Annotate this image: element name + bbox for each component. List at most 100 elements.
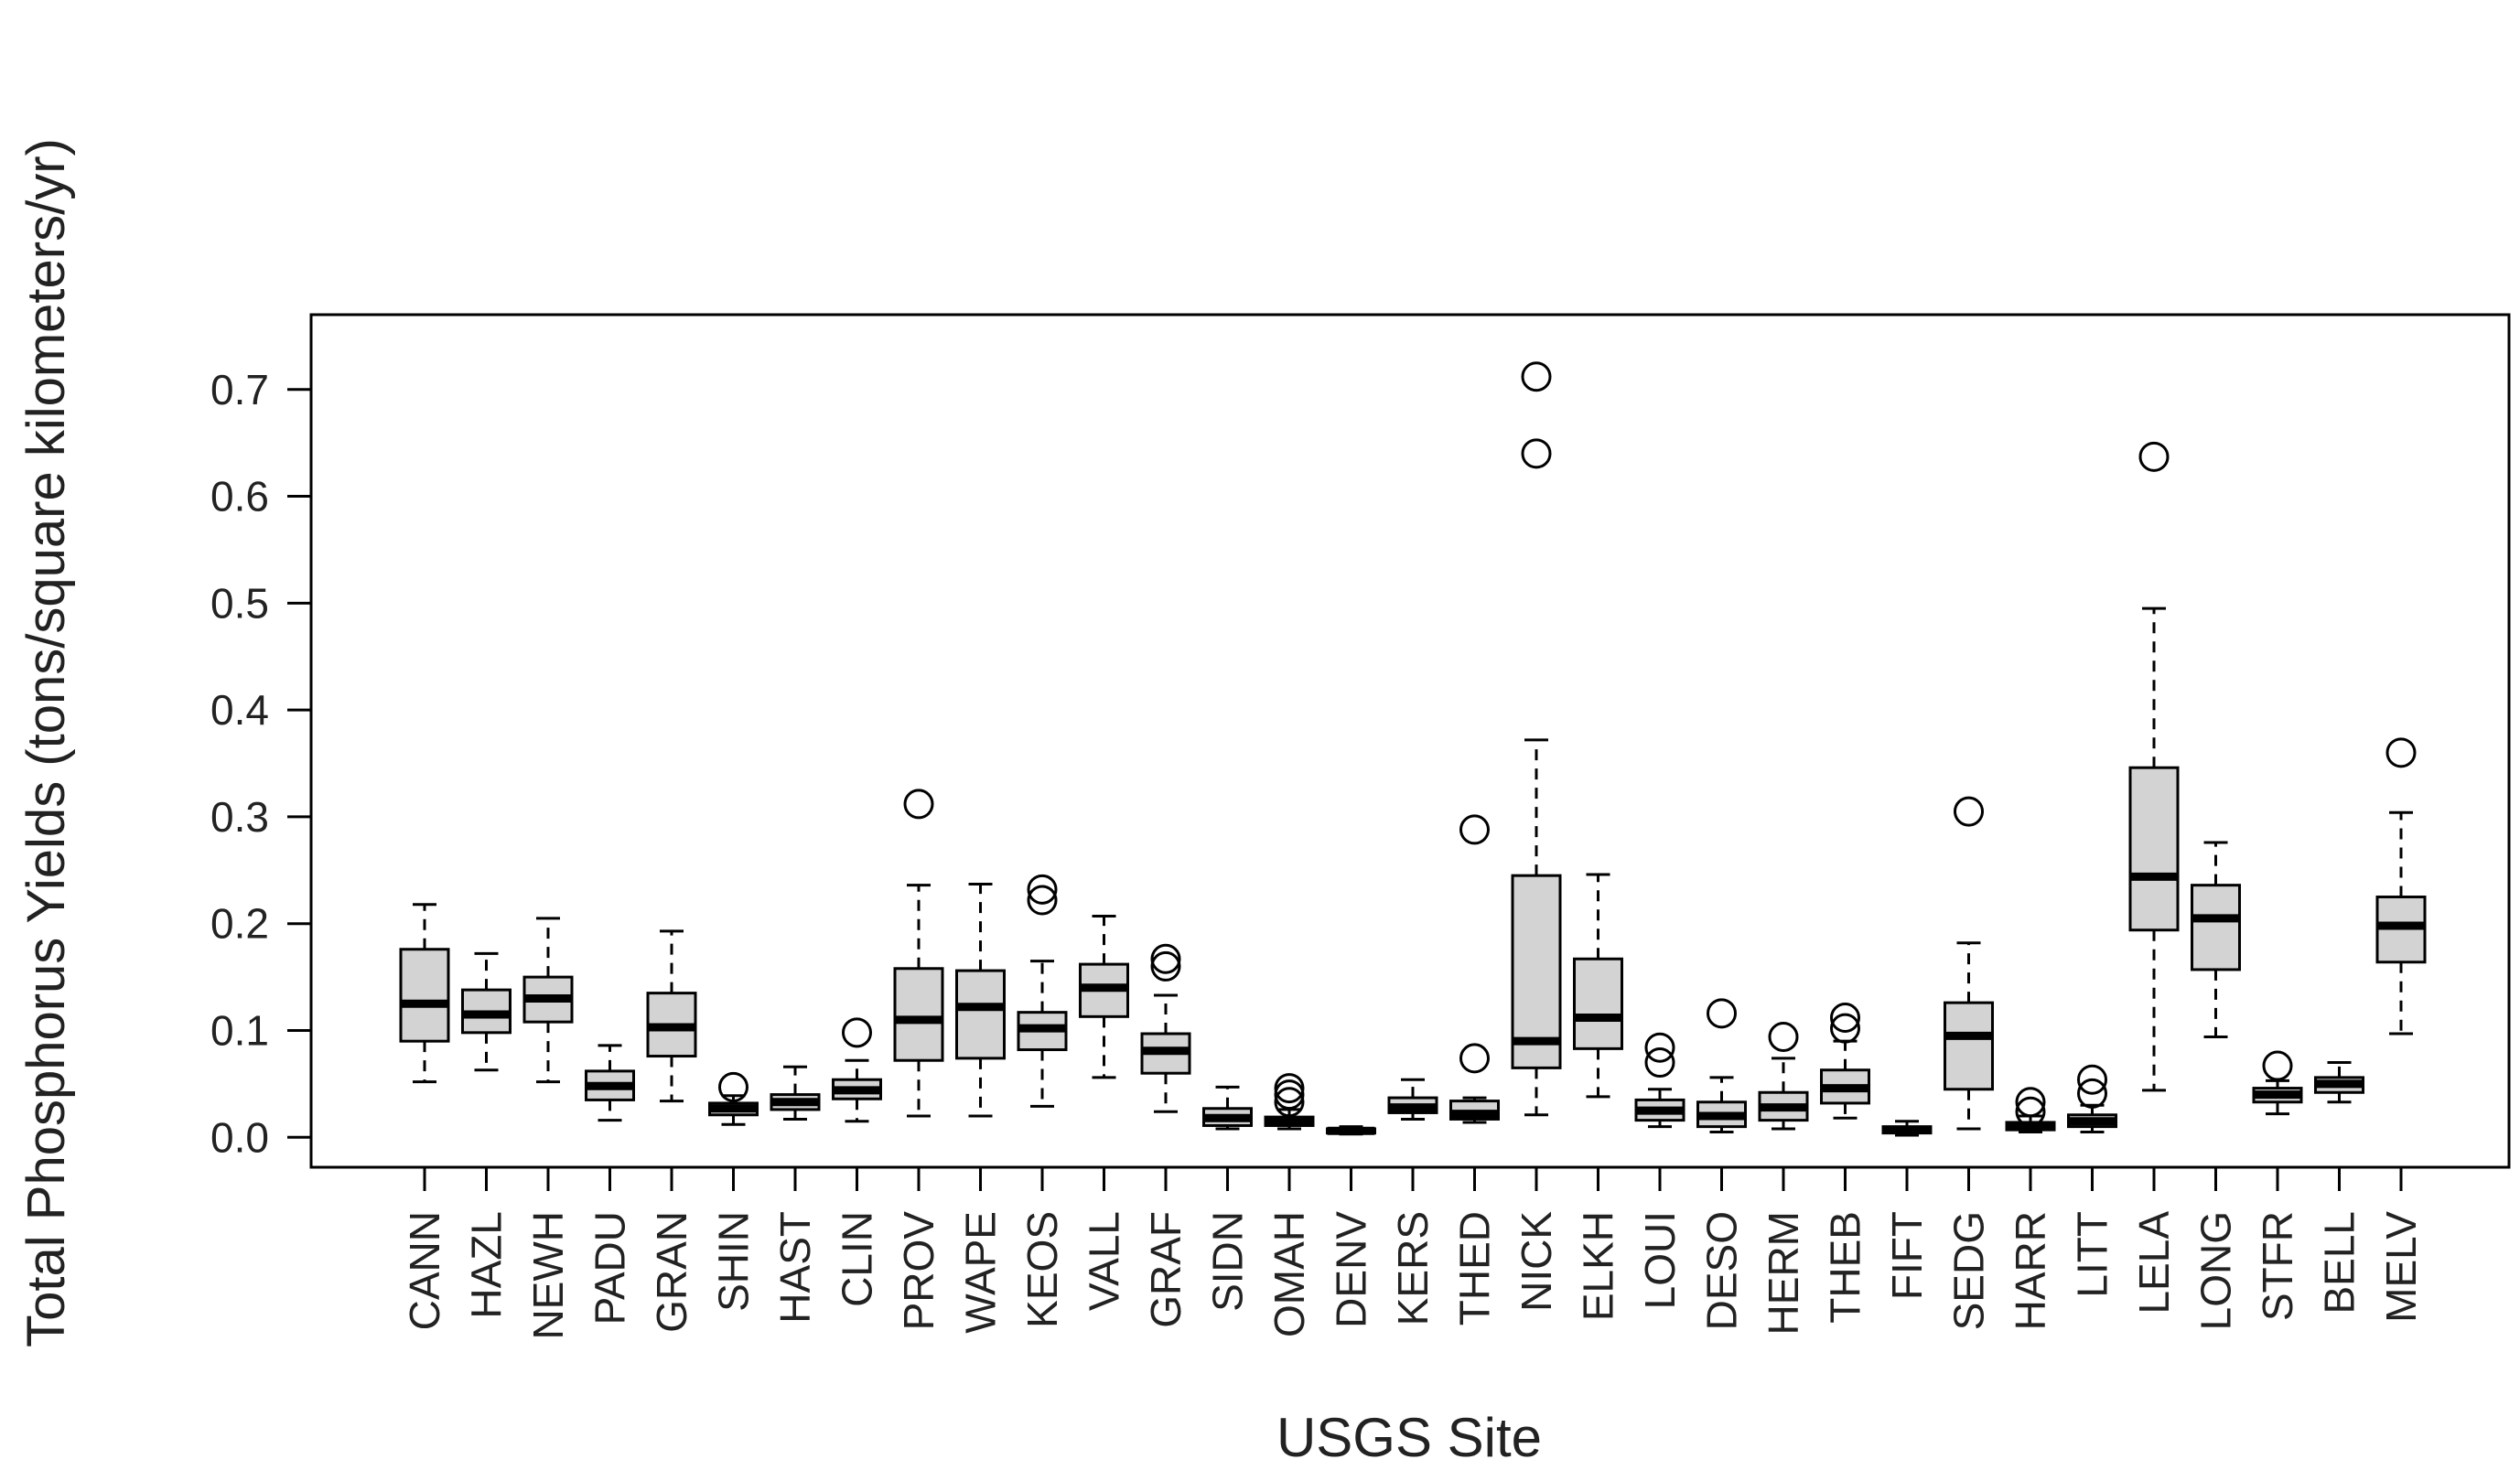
outlier-point (1459, 814, 1490, 845)
plot-area (309, 313, 2511, 1169)
box-litt (2067, 1064, 2117, 1133)
x-tick-label: GRAN (648, 1211, 695, 1333)
y-tick-label: 0.3 (210, 793, 269, 841)
y-axis: 0.0 0.1 0.2 0.3 0.4 0.5 0.6 0.7 (210, 366, 311, 1161)
outlier-point (1830, 1002, 1860, 1033)
box-herm (1758, 1022, 1809, 1131)
x-tick-label: LOUI (1636, 1211, 1684, 1309)
outlier-point (1644, 1032, 1675, 1063)
x-tick-label: FIFT (1883, 1211, 1931, 1300)
x-tick-label: DENV (1328, 1211, 1375, 1328)
box-sedg (1944, 796, 1994, 1131)
box-cann (399, 903, 450, 1084)
outlier-point (2138, 441, 2170, 472)
outlier-point (1644, 1047, 1675, 1079)
box-stfr (2252, 1050, 2303, 1116)
outlier-point (1707, 998, 1737, 1029)
outlier-point (1027, 885, 1058, 916)
outlier-point (2015, 1096, 2046, 1127)
box-hast (770, 1065, 821, 1121)
y-tick-label: 0.2 (210, 900, 269, 948)
x-tick-label: GRAF (1142, 1211, 1190, 1328)
outlier-point (2262, 1050, 2293, 1081)
box-newh (522, 917, 574, 1084)
box-thed (1449, 814, 1500, 1124)
outlier-point (1521, 361, 1552, 392)
outlier-point (1274, 1079, 1305, 1111)
x-tick-label: KERS (1389, 1211, 1437, 1325)
x-tick-label: KEOS (1018, 1211, 1066, 1328)
outlier-point (1274, 1087, 1305, 1118)
box-omah (1264, 1073, 1315, 1131)
box-harr (2005, 1087, 2056, 1133)
y-tick-label: 0.6 (210, 473, 269, 520)
x-axis: CANN HAZL NEWH PADU GRAN SHIN HAST CLIN PROV WAPE… (401, 1167, 2425, 1340)
outlier-point (2077, 1078, 2107, 1109)
box-kers (1387, 1078, 1438, 1121)
box-gran (646, 929, 697, 1103)
x-tick-label: NEWH (524, 1211, 572, 1340)
outlier-point (1027, 874, 1058, 905)
outlier-point (2015, 1087, 2046, 1118)
outlier-point (1830, 1013, 1860, 1044)
box-sidn (1202, 1085, 1253, 1131)
box-loui (1634, 1032, 1685, 1129)
x-tick-label: MELV (2377, 1211, 2425, 1323)
box-iqr (1511, 874, 1562, 1069)
x-tick-label: SIDN (1204, 1211, 1252, 1312)
y-tick-label: 0.0 (210, 1113, 269, 1161)
x-tick-label: ELKH (1575, 1211, 1622, 1321)
box-iqr (1944, 1001, 1994, 1091)
box-iqr (2191, 884, 2241, 971)
x-tick-label: HAZL (463, 1211, 511, 1319)
y-tick-label: 0.1 (210, 1007, 269, 1055)
box-long (2191, 841, 2241, 1039)
x-tick-label: SHIN (710, 1211, 758, 1312)
outlier-point (842, 1017, 872, 1048)
box-graf (1140, 943, 1191, 1113)
y-tick-label: 0.7 (210, 366, 269, 413)
outlier-point (1150, 943, 1181, 974)
x-tick-label: NICK (1513, 1211, 1560, 1312)
outlier-point (2077, 1064, 2107, 1095)
outlier-point (1274, 1073, 1305, 1104)
x-tick-label: HAST (771, 1211, 819, 1324)
x-tick-label: CANN (401, 1211, 448, 1330)
x-tick-label: CLIN (834, 1211, 881, 1307)
x-tick-label: OMAH (1265, 1211, 1313, 1337)
box-denv (1326, 1125, 1376, 1136)
x-tick-label: PADU (587, 1211, 634, 1325)
box-iqr (955, 969, 1006, 1060)
y-axis-title: Total Phosphorus Yields (tons/square kil… (16, 138, 76, 1347)
outlier-point (1459, 1043, 1490, 1074)
box-deso (1696, 998, 1747, 1133)
x-tick-label: LONG (2192, 1211, 2240, 1330)
plot-frame (309, 313, 2511, 1169)
x-tick-label: DESO (1698, 1211, 1746, 1330)
box-wape (955, 883, 1006, 1118)
x-tick-label: BELL (2316, 1211, 2364, 1315)
x-tick-label: THEB (1822, 1211, 1869, 1324)
box-hazl (461, 951, 512, 1072)
outlier-point (903, 789, 934, 820)
x-tick-label: SEDG (1945, 1211, 1993, 1330)
outlier-point (1954, 796, 1984, 827)
x-tick-label: VALL (1081, 1211, 1128, 1311)
box-bell (2314, 1061, 2364, 1104)
x-tick-label: LITT (2069, 1211, 2116, 1298)
box-nick (1511, 361, 1562, 1117)
outlier-point (718, 1071, 748, 1102)
x-axis-title: USGS Site (1276, 1407, 1542, 1468)
box-theb (1820, 1002, 1870, 1120)
x-tick-label: THED (1451, 1211, 1499, 1325)
x-tick-label: HARR (2007, 1211, 2054, 1330)
box-iqr (399, 948, 450, 1043)
x-tick-label: PROV (895, 1211, 942, 1331)
outlier-point (1521, 438, 1552, 469)
y-tick-label: 0.4 (210, 686, 269, 734)
x-tick-label: HERM (1760, 1211, 1807, 1335)
y-tick-label: 0.5 (210, 579, 269, 627)
box-prov (893, 789, 944, 1118)
outlier-point (1150, 950, 1181, 982)
